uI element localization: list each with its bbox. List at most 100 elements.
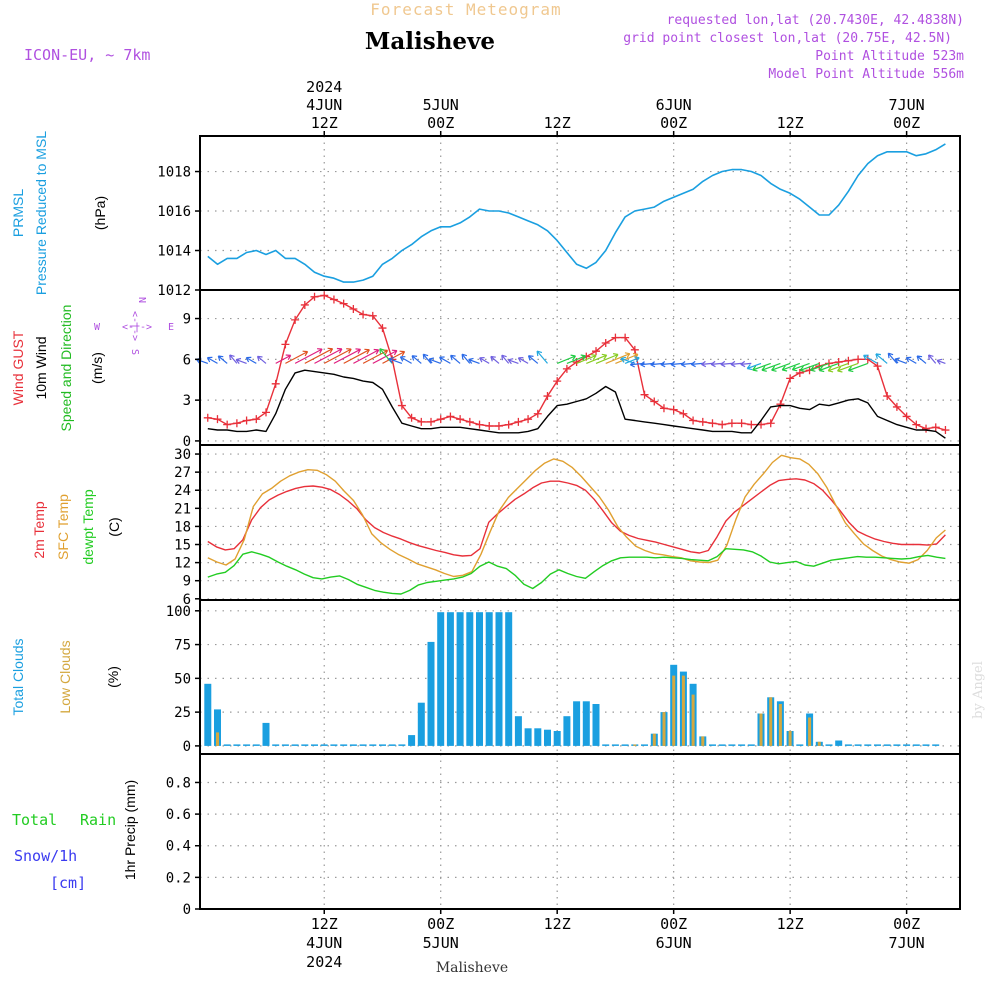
wind-direction-arrow <box>479 357 490 364</box>
gust-marker <box>465 417 474 426</box>
y-tick-label: 3 <box>183 393 191 409</box>
wind-direction-arrow <box>323 348 352 364</box>
wind-direction-arrow <box>217 355 228 364</box>
total-cloud-bar <box>349 744 357 746</box>
y-tick-label: 9 <box>183 574 191 590</box>
low-cloud-bar <box>652 733 656 746</box>
gust-marker <box>494 421 503 430</box>
wind-direction-arrow <box>229 354 238 364</box>
y-tick-label: 0.4 <box>166 839 191 855</box>
gust-marker <box>262 408 271 417</box>
wind-direction-arrow <box>680 361 694 368</box>
gust-marker <box>766 419 775 428</box>
y-tick-label: 18 <box>174 519 191 535</box>
wind-direction-arrow <box>422 353 432 364</box>
wind-direction-arrow <box>314 347 343 364</box>
gust-marker <box>320 291 329 300</box>
dewpt-line <box>207 548 946 595</box>
wind-direction-arrow <box>894 357 907 364</box>
total-cloud-bar <box>485 612 493 746</box>
total-cloud-bar <box>272 744 280 746</box>
y-tick-label: 9 <box>183 312 191 328</box>
compass-south: S <box>129 349 140 355</box>
pressure-label-msl: Pressure Reduced to MSL <box>33 131 49 295</box>
gust-marker <box>708 419 717 428</box>
total-cloud-bar <box>476 612 483 746</box>
total-cloud-bar <box>233 744 241 746</box>
total-cloud-bar <box>621 744 629 746</box>
y-tick-label: 50 <box>174 671 191 687</box>
top-time-label: 2024 <box>306 78 342 96</box>
gust-marker <box>349 305 358 314</box>
total-cloud-bar <box>252 744 260 746</box>
compass-north: N <box>136 297 147 303</box>
total-cloud-bar <box>204 683 212 746</box>
gust-marker <box>601 339 610 348</box>
bottom-time-label: 5JUN <box>423 934 459 952</box>
total-cloud-bar <box>223 744 231 746</box>
gust-marker <box>504 420 513 429</box>
gust-marker <box>718 420 727 429</box>
compass-east: E <box>168 322 174 333</box>
total-cloud-bar <box>883 744 891 746</box>
total-cloud-bar <box>544 729 551 746</box>
low-cloud-bar <box>759 713 763 746</box>
wind-direction-arrow <box>837 362 859 373</box>
wind-label-direction: Speed and Direction <box>58 305 74 432</box>
total-cloud-bar <box>301 744 309 746</box>
gust-marker <box>611 333 620 342</box>
wind-direction-arrow <box>740 360 752 368</box>
wind-direction-arrow <box>468 357 480 364</box>
top-time-label: 00Z <box>660 114 687 132</box>
gust-marker <box>456 415 465 424</box>
gust-marker <box>941 426 950 435</box>
wind-direction-arrow <box>730 360 742 368</box>
y-tick-label: 15 <box>174 538 191 554</box>
bottom-time-label: 12Z <box>311 915 338 933</box>
gust-marker <box>359 310 368 319</box>
total-cloud-bar <box>738 744 746 746</box>
total-cloud-bar <box>854 744 862 746</box>
total-cloud-bar <box>524 728 532 746</box>
total-cloud-bar <box>893 744 901 746</box>
total-cloud-bar <box>864 744 872 746</box>
total-cloud-bar <box>582 701 590 746</box>
wind-panel: 0 3 6 9 <box>183 289 961 450</box>
gust-marker <box>922 424 931 433</box>
bottom-time-label: 00Z <box>660 915 687 933</box>
gust-marker <box>776 400 785 409</box>
wind-direction-arrow <box>333 348 362 364</box>
gridpoint-coords: grid point closest lon,lat (20.75E, 42.5… <box>623 31 952 46</box>
total-cloud-bar <box>505 612 513 746</box>
total-cloud-bar <box>417 702 425 746</box>
wind-direction-arrow <box>887 352 898 364</box>
top-time-label: 00Z <box>427 114 454 132</box>
wind-direction-arrow <box>285 350 309 364</box>
gust-marker <box>242 416 251 425</box>
total-cloud-bar <box>427 641 435 746</box>
sfc-temp-line <box>207 454 946 578</box>
gust-marker <box>203 413 212 422</box>
top-time-label: 6JUN <box>656 96 692 114</box>
bottom-time-label: 00Z <box>893 915 920 933</box>
wind-direction-arrow <box>781 362 801 372</box>
wind-direction-arrow <box>556 354 576 364</box>
y-tick-label: 0.6 <box>166 807 191 823</box>
gust-marker <box>310 292 319 301</box>
wind-direction-arrow <box>304 347 334 364</box>
gust-marker <box>291 315 300 324</box>
low-cloud-bar <box>808 717 812 746</box>
wind-direction-arrow <box>428 357 441 364</box>
gust-marker <box>659 404 668 413</box>
wind-direction-arrow <box>576 354 597 364</box>
pressure-label-unit: (hPa) <box>92 196 108 230</box>
total-cloud-bar <box>369 744 377 746</box>
wind-direction-arrow <box>752 362 771 372</box>
y-tick-label: 100 <box>166 604 191 620</box>
y-tick-label: 0 <box>183 434 191 450</box>
wind-direction-arrow <box>235 357 247 364</box>
wind-direction-arrow <box>670 361 684 368</box>
wind-direction-arrow <box>615 352 639 364</box>
wind-direction-arrow <box>566 354 587 364</box>
